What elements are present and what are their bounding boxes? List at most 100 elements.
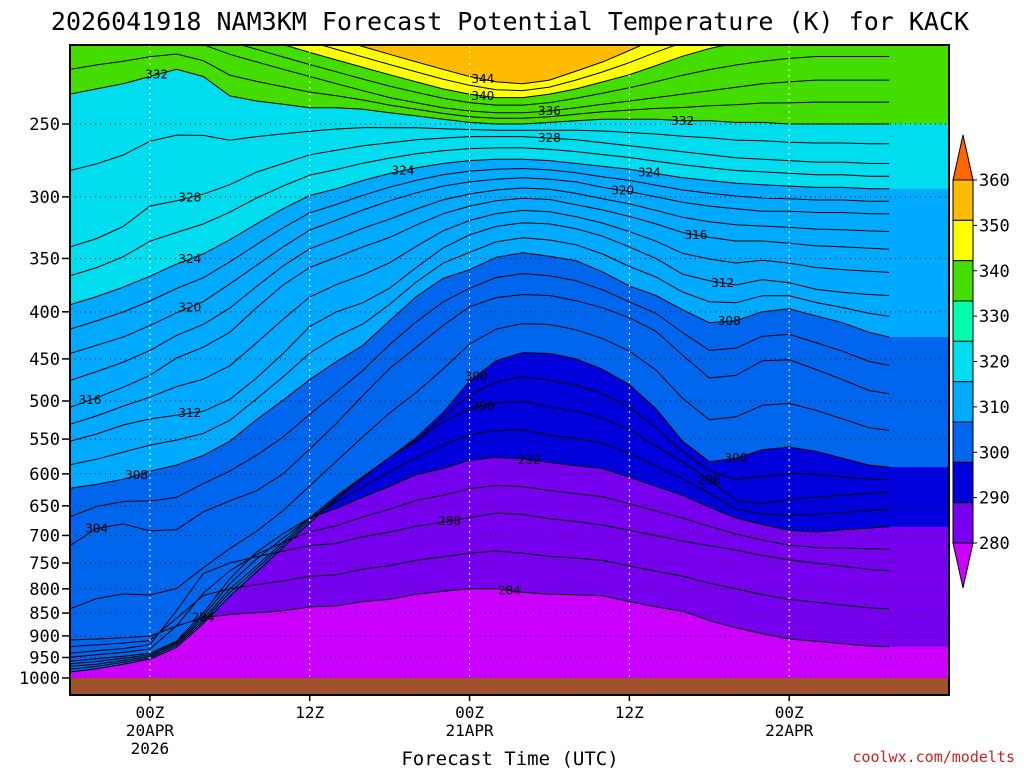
isentrope-300 bbox=[70, 352, 890, 673]
isentrope-294 bbox=[70, 429, 890, 665]
colorbar-seg-2 bbox=[952, 260, 974, 302]
y-tick-label-500: 500 bbox=[29, 392, 60, 412]
contour-label-26: 304 bbox=[85, 522, 108, 536]
colorbar-label-350: 350 bbox=[979, 216, 1010, 236]
x-tick-label-0: 00Z bbox=[135, 703, 164, 722]
contour-label-5: 328 bbox=[538, 131, 561, 145]
x-tick-label-24: 00Z bbox=[455, 703, 484, 722]
isentrope-316 bbox=[70, 197, 890, 408]
isentrope-302 bbox=[70, 323, 890, 610]
contour-label-12: 300 bbox=[465, 369, 488, 383]
contour-label-20: 328 bbox=[178, 191, 201, 205]
chart-title: 2026041918 NAM3KM Forecast Potential Tem… bbox=[51, 7, 969, 36]
contour-label-3: 336 bbox=[538, 104, 561, 118]
contour-label-21: 324 bbox=[178, 252, 201, 266]
isentrope-286 bbox=[70, 550, 890, 648]
contour-label-8: 320 bbox=[611, 183, 634, 197]
y-tick-label-600: 600 bbox=[29, 465, 60, 485]
contour-label-9: 316 bbox=[685, 228, 708, 242]
contour-label-6: 324 bbox=[392, 164, 415, 178]
isentrope-288 bbox=[70, 512, 890, 654]
colorbar-seg-7 bbox=[952, 461, 974, 504]
isentrope-310 bbox=[70, 237, 890, 466]
contour-label-13: 296 bbox=[471, 399, 494, 413]
colorbar-label-320: 320 bbox=[979, 353, 1010, 373]
colorbar-label-280: 280 bbox=[979, 534, 1010, 554]
y-tick-label-850: 850 bbox=[29, 604, 60, 624]
isentrope-290 bbox=[70, 484, 890, 658]
isentrope-324 bbox=[70, 158, 890, 306]
isentrope-340 bbox=[282, 45, 728, 99]
x-tick-date-24: 21APR bbox=[445, 721, 494, 740]
colorbar-label-340: 340 bbox=[979, 262, 1010, 282]
y-tick-label-800: 800 bbox=[29, 580, 60, 600]
x-tick-date-0: 20APR bbox=[126, 721, 175, 740]
colorbar-label-310: 310 bbox=[979, 398, 1010, 418]
contour-label-22: 320 bbox=[178, 300, 201, 314]
isentrope-334 bbox=[70, 53, 890, 119]
colorbar-seg-3 bbox=[952, 300, 974, 342]
isentrope-306 bbox=[70, 273, 890, 518]
contour-label-4: 332 bbox=[671, 114, 694, 128]
y-tick-label-450: 450 bbox=[29, 350, 60, 370]
contour-label-27: 284 bbox=[192, 611, 215, 625]
x-tick-label-12: 12Z bbox=[295, 703, 324, 722]
isentrope-344 bbox=[355, 45, 644, 85]
y-tick-label-300: 300 bbox=[29, 188, 60, 208]
y-tick-label-350: 350 bbox=[29, 249, 60, 269]
x-tick-year-0: 2026 bbox=[131, 739, 170, 758]
x-tick-date-48: 22APR bbox=[765, 721, 814, 740]
y-tick-label-250: 250 bbox=[29, 115, 60, 135]
y-tick-label-750: 750 bbox=[29, 554, 60, 574]
contour-label-14: 292 bbox=[518, 453, 541, 467]
contour-label-19: 296 bbox=[698, 473, 721, 487]
colorbar-bottom-triangle bbox=[952, 542, 974, 589]
isentrope-338 bbox=[239, 45, 890, 106]
theta-bands bbox=[70, 45, 949, 695]
colorbar-seg-5 bbox=[952, 381, 974, 423]
y-tick-label-400: 400 bbox=[29, 303, 60, 323]
contour-label-15: 288 bbox=[438, 514, 461, 528]
y-tick-label-950: 950 bbox=[29, 649, 60, 669]
colorbar-seg-6 bbox=[952, 421, 974, 463]
contour-label-16: 284 bbox=[498, 584, 521, 598]
y-tick-label-700: 700 bbox=[29, 526, 60, 546]
isentrope-320 bbox=[70, 177, 890, 354]
isentrope-332 bbox=[70, 68, 890, 125]
colorbar-seg-8 bbox=[952, 502, 974, 544]
grid-lines bbox=[70, 45, 949, 695]
isentrope-304 bbox=[70, 293, 890, 547]
isentrope-322 bbox=[70, 167, 890, 330]
contour-label-25: 308 bbox=[125, 468, 148, 482]
colorbar-label-290: 290 bbox=[979, 489, 1010, 509]
isentrope-contours bbox=[70, 45, 890, 673]
isentrope-314 bbox=[70, 209, 890, 425]
contour-label-2: 340 bbox=[471, 89, 494, 103]
ground-strip bbox=[70, 678, 949, 695]
contour-label-7: 324 bbox=[638, 165, 661, 179]
isentrope-328 bbox=[70, 136, 890, 248]
isentrope-298 bbox=[70, 376, 890, 670]
contour-label-1: 344 bbox=[471, 72, 494, 86]
contour-label-11: 308 bbox=[718, 314, 741, 328]
x-axis-label: Forecast Time (UTC) bbox=[401, 748, 618, 768]
isentrope-336 bbox=[70, 45, 890, 114]
isentrope-308 bbox=[70, 252, 890, 489]
y-tick-label-1000: 1000 bbox=[19, 669, 60, 689]
colorbar-top-triangle bbox=[952, 134, 974, 181]
colorbar-seg-4 bbox=[952, 340, 974, 383]
colorbar-label-330: 330 bbox=[979, 307, 1010, 327]
y-tick-label-550: 550 bbox=[29, 430, 60, 450]
isentrope-342 bbox=[319, 45, 678, 92]
x-tick-label-36: 12Z bbox=[615, 703, 644, 722]
isentrope-326 bbox=[70, 147, 890, 277]
y-tick-label-650: 650 bbox=[29, 497, 60, 517]
colorbar-seg-0 bbox=[952, 179, 974, 221]
isentrope-312 bbox=[70, 222, 890, 442]
contour-label-18: 300 bbox=[724, 451, 747, 465]
